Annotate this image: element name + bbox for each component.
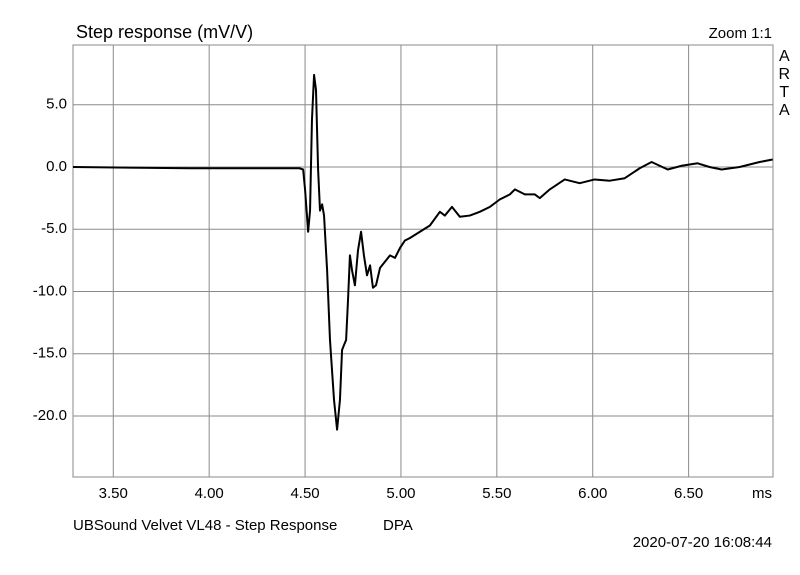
caption-right: DPA bbox=[383, 517, 413, 534]
zoom-label: Zoom 1:1 bbox=[709, 25, 772, 42]
x-tick-label: 5.00 bbox=[386, 485, 415, 502]
y-tick-label: -10.0 bbox=[33, 282, 67, 299]
y-tick-label: -20.0 bbox=[33, 407, 67, 424]
timestamp: 2020-07-20 16:08:44 bbox=[633, 534, 772, 551]
chart-title: Step response (mV/V) bbox=[76, 22, 253, 42]
x-tick-label: 3.50 bbox=[99, 485, 128, 502]
plot-frame bbox=[72, 44, 774, 478]
caption: UBSound Velvet VL48 - Step Response bbox=[73, 517, 337, 534]
x-tick-label: 6.00 bbox=[578, 485, 607, 502]
x-tick-label: 5.50 bbox=[482, 485, 511, 502]
x-tick-label: 4.50 bbox=[290, 485, 319, 502]
y-tick-label: -5.0 bbox=[41, 220, 67, 237]
y-tick-label: -15.0 bbox=[33, 345, 67, 362]
step-response-line bbox=[72, 73, 773, 431]
brand: ARTA bbox=[776, 48, 793, 120]
y-tick-label: 0.0 bbox=[46, 158, 67, 175]
x-tick-label: 6.50 bbox=[674, 485, 703, 502]
x-tick-label: 4.00 bbox=[195, 485, 224, 502]
y-tick-label: 5.0 bbox=[46, 96, 67, 113]
x-axis-label: ms bbox=[752, 485, 772, 502]
